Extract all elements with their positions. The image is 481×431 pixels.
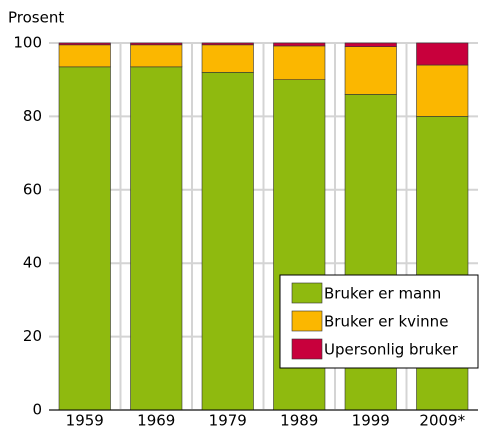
bar-segment [344, 46, 397, 95]
bar-segment [201, 44, 254, 73]
y-tick-label: 80 [23, 107, 42, 125]
y-tick-label: 20 [23, 327, 42, 345]
legend-swatch [291, 338, 323, 360]
bar-segment [130, 44, 183, 68]
x-tick-label: 1989 [280, 412, 318, 430]
bar-segment [58, 66, 111, 411]
y-tick-label: 40 [23, 254, 42, 272]
bar-segment [416, 42, 469, 66]
bar-segment [344, 42, 397, 47]
legend-label: Bruker er kvinne [324, 313, 448, 331]
bar-segment [273, 42, 326, 47]
bar-segment [416, 64, 469, 117]
x-tick-label: 1969 [137, 412, 175, 430]
y-tick-label: 0 [32, 401, 42, 419]
legend-swatch [291, 310, 323, 332]
x-tick-label: 2009* [419, 412, 465, 430]
legend-label: Upersonlig bruker [324, 341, 459, 359]
bar-segment [201, 42, 254, 46]
y-tick-label: 100 [13, 34, 42, 52]
bar-segment [58, 42, 111, 46]
legend-swatch [291, 282, 323, 304]
x-tick-label: 1979 [209, 412, 247, 430]
bar-segment [201, 72, 254, 411]
bar-segment [130, 42, 183, 46]
y-tick-label: 60 [23, 180, 42, 198]
bar-segment [58, 44, 111, 68]
bar-segment [273, 45, 326, 81]
x-tick-label: 1999 [352, 412, 390, 430]
x-tick-label: 1959 [66, 412, 104, 430]
bar-segment [130, 66, 183, 411]
legend-label: Bruker er mann [324, 285, 441, 303]
y-axis-label: Prosent [8, 9, 64, 27]
